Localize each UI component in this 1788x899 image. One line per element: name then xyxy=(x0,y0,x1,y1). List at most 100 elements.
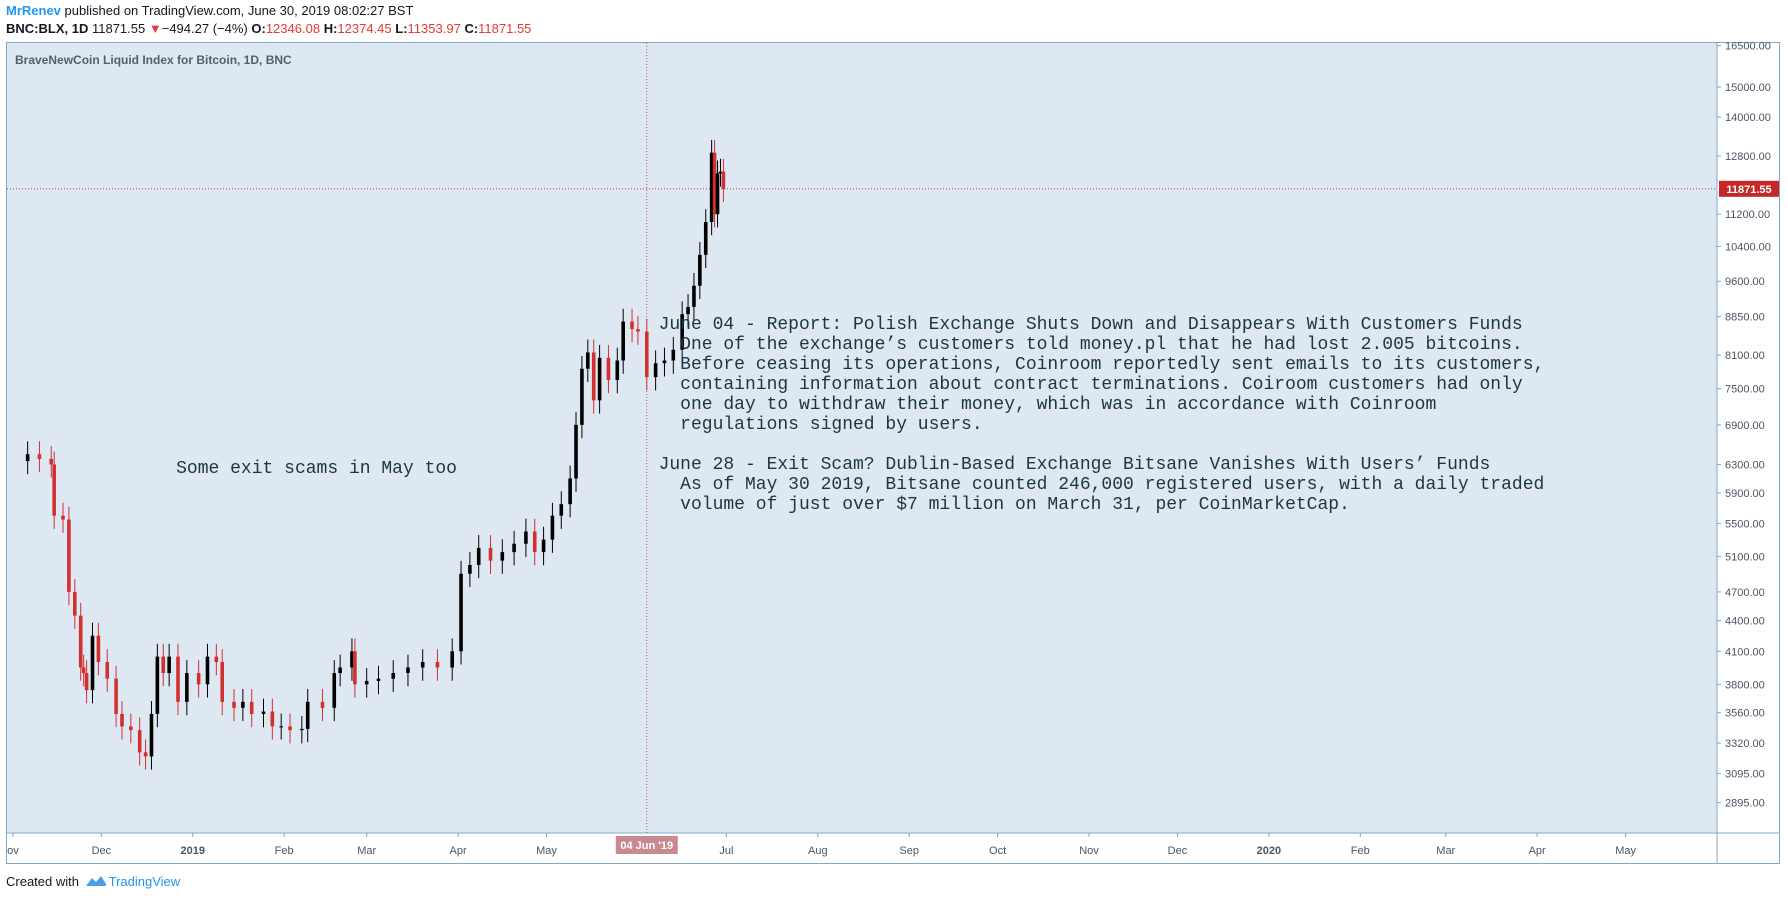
x-tick-label: Apr xyxy=(1529,845,1546,857)
x-tick-label: Feb xyxy=(1351,845,1370,857)
candle-body xyxy=(167,656,171,674)
x-tick-label: May xyxy=(1615,845,1636,857)
candle-body xyxy=(524,531,528,544)
y-tick-label: 16500.00 xyxy=(1725,41,1771,53)
candle-body xyxy=(73,591,77,616)
annotation-line: Before ceasing its operations, Coinroom … xyxy=(659,355,1545,375)
author-link[interactable]: MrRenev xyxy=(6,3,61,18)
y-tick-label: 10400.00 xyxy=(1725,241,1771,253)
y-tick-label: 3095.00 xyxy=(1725,769,1765,781)
candle-body xyxy=(636,329,640,332)
annotation-text: Some exit scams in May too xyxy=(176,459,457,479)
candle-body xyxy=(476,547,481,565)
x-tick-label: Feb xyxy=(275,845,294,857)
publish-info: MrRenev published on TradingView.com, Ju… xyxy=(6,3,413,19)
candle-body xyxy=(249,701,254,714)
x-tick-label: Mar xyxy=(1436,845,1455,857)
candle-body xyxy=(541,539,546,553)
tradingview-logo-icon[interactable] xyxy=(85,874,107,892)
annotation-line: containing information about contract te… xyxy=(659,375,1523,395)
low-label: L: xyxy=(395,21,408,36)
candle-body xyxy=(671,349,676,361)
candle-body xyxy=(149,713,154,757)
y-tick-label: 15000.00 xyxy=(1725,82,1771,94)
x-tick-label: Dec xyxy=(92,845,112,857)
candle-body xyxy=(459,573,463,652)
candle-body xyxy=(305,701,310,729)
candle-body xyxy=(37,454,42,459)
candle-body xyxy=(129,726,133,731)
open-label: O: xyxy=(251,21,266,36)
candle-body xyxy=(114,678,118,714)
candle-body xyxy=(120,713,124,727)
candle-body xyxy=(653,363,658,378)
y-tick-label: 3560.00 xyxy=(1725,708,1765,720)
candle-body xyxy=(630,321,634,330)
candle-body xyxy=(364,680,369,685)
y-tick-label: 4400.00 xyxy=(1725,616,1765,628)
candle-body xyxy=(279,726,283,728)
candle-body xyxy=(241,701,245,708)
y-tick-label: 2895.00 xyxy=(1725,798,1765,810)
candle-body xyxy=(84,673,89,691)
y-tick-label: 5100.00 xyxy=(1725,551,1765,563)
ohlc-legend: BNC:BLX, 1D 11871.55 ▼−494.27 (−4%) O:12… xyxy=(6,21,531,37)
candle-body xyxy=(376,678,381,681)
candle-body xyxy=(143,752,148,757)
y-tick-label: 12800.00 xyxy=(1725,151,1771,163)
annotation-line: one day to withdraw their money, which w… xyxy=(659,395,1437,415)
candle-body xyxy=(214,656,219,663)
candle-body xyxy=(662,360,667,364)
annotation-line: As of May 30 2019, Bitsane counted 246,0… xyxy=(659,475,1545,495)
candle-body xyxy=(161,656,166,674)
candle-body xyxy=(205,656,210,685)
close-value: 11871.55 xyxy=(478,21,532,36)
candle-body xyxy=(692,285,696,307)
candle-body xyxy=(155,656,160,714)
candle-body xyxy=(406,667,410,674)
candle-body xyxy=(698,254,702,286)
y-tick-label: 6300.00 xyxy=(1725,459,1765,471)
candle-body xyxy=(176,656,180,702)
candle-body xyxy=(586,352,590,369)
high-label: H: xyxy=(323,21,338,36)
chart-title: BraveNewCoin Liquid Index for Bitcoin, 1… xyxy=(15,53,292,67)
candle-body xyxy=(580,368,584,425)
x-tick-label: May xyxy=(536,845,557,857)
candle-body xyxy=(591,352,596,401)
close-label: C: xyxy=(464,21,479,36)
plot-area xyxy=(7,43,1717,833)
y-tick-label: 5500.00 xyxy=(1725,519,1765,531)
candle-body xyxy=(715,173,720,215)
candle-body xyxy=(709,152,714,222)
candle-body xyxy=(532,531,537,553)
candle-body xyxy=(721,171,726,189)
x-tick-label: Dec xyxy=(1168,845,1188,857)
x-tick-label: Oct xyxy=(989,845,1006,857)
last-price-badge-label: 11871.55 xyxy=(1726,184,1771,196)
y-tick-label: 8100.00 xyxy=(1725,350,1765,362)
candle-body xyxy=(703,221,708,255)
x-tick-label: Jul xyxy=(719,845,733,857)
x-tick-label: Apr xyxy=(450,845,467,857)
annotation-line: One of the exchange’s customers told mon… xyxy=(659,335,1523,355)
candle-body xyxy=(500,552,505,561)
x-tick-label: ov xyxy=(7,845,19,857)
y-tick-label: 9600.00 xyxy=(1725,276,1765,288)
candle-body xyxy=(52,464,56,516)
candle-body xyxy=(332,673,337,708)
candle-body xyxy=(137,730,142,753)
created-with-label: Created with xyxy=(6,874,79,889)
candle-body xyxy=(559,504,564,516)
y-tick-label: 3320.00 xyxy=(1725,738,1765,750)
x-tick-label: Nov xyxy=(1079,845,1099,857)
candle-body xyxy=(568,478,572,505)
candle-body xyxy=(718,171,723,174)
published-text: published on TradingView.com, June 30, 2… xyxy=(64,3,414,18)
y-tick-label: 6900.00 xyxy=(1725,420,1765,432)
candle-body xyxy=(435,662,440,668)
x-tick-label: Sep xyxy=(899,845,919,857)
tradingview-link[interactable]: TradingView xyxy=(108,874,181,889)
annotation-line: volume of just over $7 million on March … xyxy=(659,495,1350,515)
